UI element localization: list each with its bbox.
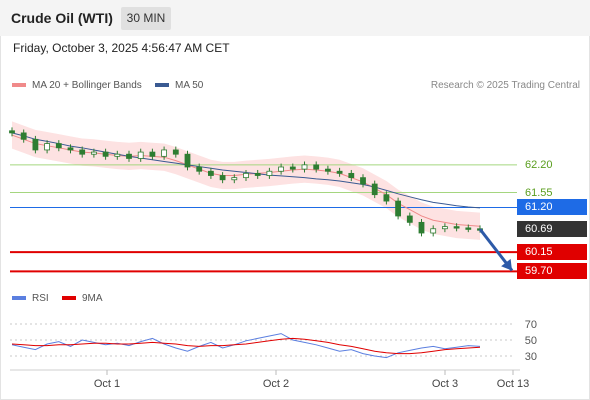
rsi-tick-30: 30: [525, 351, 537, 363]
timeframe-badge[interactable]: 30 MIN: [121, 7, 171, 30]
candle-body: [126, 153, 132, 159]
candle-body: [114, 153, 121, 157]
x-label-oct-1: Oct 1: [94, 378, 120, 390]
candle-body: [243, 172, 249, 179]
candle-body: [371, 183, 378, 196]
ma20-swatch: [12, 83, 26, 88]
candle-body: [336, 170, 343, 174]
candle-body: [360, 177, 366, 185]
legend-rsi: RSI: [12, 293, 49, 304]
candle-body: [418, 221, 425, 234]
candle-body: [231, 177, 238, 181]
candle-body: [161, 149, 168, 157]
legend-ma20: MA 20 + Bollinger Bands: [12, 80, 142, 91]
candle-body: [395, 200, 402, 217]
chart-header: Crude Oil (WTI) 30 MIN: [0, 0, 590, 36]
candle-body: [44, 143, 50, 151]
candle-body: [383, 194, 390, 202]
legend-ma50: MA 50: [155, 80, 203, 91]
rsi-swatch: [12, 296, 26, 301]
candle-body: [79, 149, 86, 155]
candle-body: [254, 172, 261, 176]
rsi-label: RSI: [32, 293, 49, 304]
projection-arrowhead: [501, 258, 512, 271]
candle-body: [67, 147, 74, 151]
candle-body: [289, 166, 296, 170]
legend-rsi-ma: 9MA: [62, 293, 103, 304]
rsi-tick-50: 50: [525, 335, 537, 347]
x-label-oct-13: Oct 13: [497, 378, 529, 390]
candle-body: [55, 143, 62, 149]
x-label-oct-2: Oct 2: [263, 378, 289, 390]
x-label-oct-3: Oct 3: [432, 378, 458, 390]
candle-body: [278, 166, 285, 172]
research-credit: Research © 2025 Trading Central: [430, 80, 580, 91]
candle-body: [301, 164, 308, 170]
candle-body: [219, 175, 226, 181]
candle-body: [149, 151, 156, 157]
rsi-tick-70: 70: [525, 319, 537, 331]
level-label-59-70: 59.70: [517, 263, 587, 280]
rsi-line: [11, 333, 481, 359]
candle-body: [207, 170, 214, 176]
candle-body: [348, 172, 355, 179]
candle-body: [20, 132, 27, 140]
ma20-label: MA 20 + Bollinger Bands: [32, 80, 142, 91]
instrument-title: Crude Oil (WTI): [11, 10, 113, 26]
level-label-61-55: 61.55: [525, 186, 553, 199]
candle-body: [453, 226, 460, 229]
candle-body: [406, 215, 413, 223]
candle-body: [91, 151, 97, 155]
candle-body: [266, 170, 273, 176]
level-label-60-69: 60.69: [517, 221, 587, 238]
candle-body: [137, 151, 144, 159]
candle-body: [430, 228, 437, 234]
level-label-60-15: 60.15: [517, 244, 587, 261]
candle-body: [441, 226, 448, 230]
rsi-ma-swatch: [62, 296, 76, 301]
ma50-swatch: [155, 83, 169, 88]
candle-body: [184, 153, 191, 168]
candle-body: [9, 130, 15, 134]
candle-body: [313, 164, 320, 170]
candle-body: [465, 227, 472, 230]
ma50-label: MA 50: [175, 80, 204, 91]
rsi-ma-label: 9MA: [82, 293, 103, 304]
level-label-61-20: 61.20: [517, 199, 587, 216]
candle-body: [196, 166, 203, 172]
chart-datetime: Friday, October 3, 2025 4:56:47 AM CET: [13, 41, 230, 55]
rsi-ma-line: [11, 337, 481, 355]
candle-body: [172, 149, 179, 155]
candle-body: [324, 168, 331, 172]
candle-body: [102, 151, 109, 157]
level-label-62-20: 62.20: [525, 158, 553, 171]
candle-body: [32, 138, 39, 151]
